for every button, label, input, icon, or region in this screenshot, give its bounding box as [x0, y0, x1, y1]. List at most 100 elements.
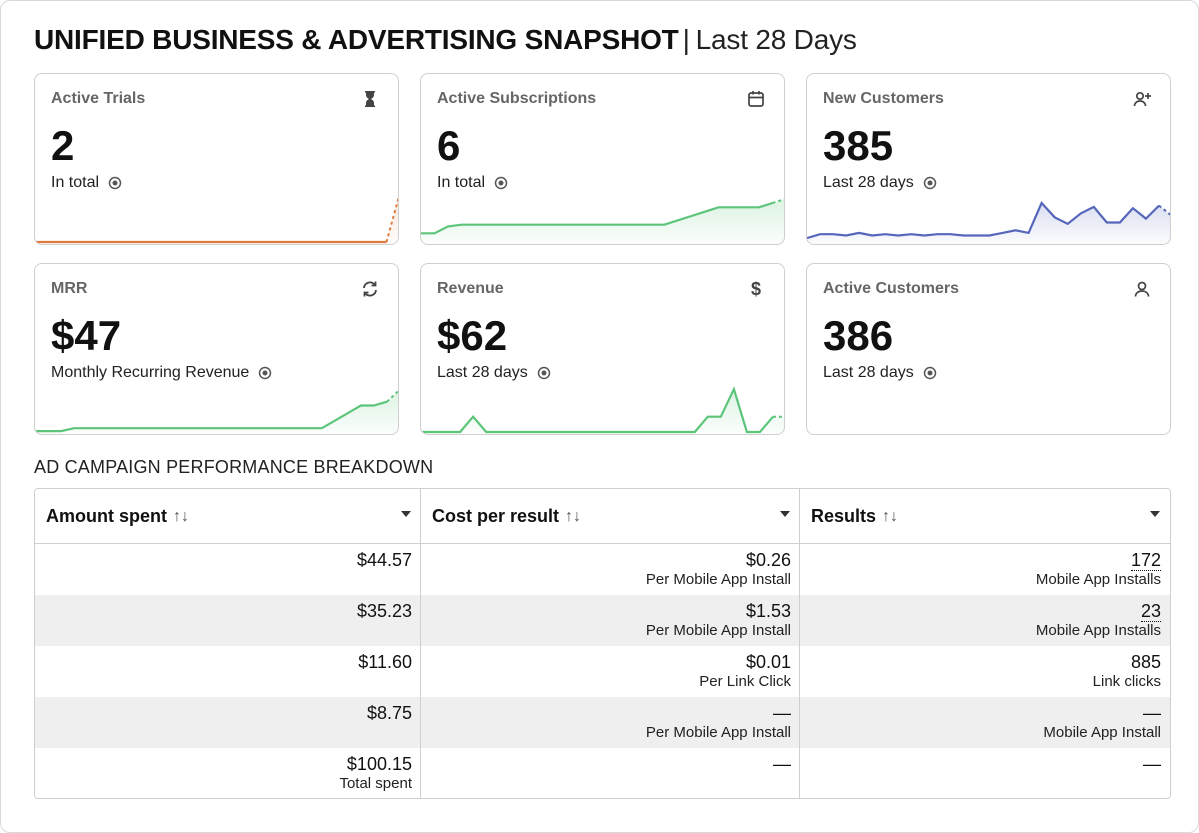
table-header: Amount spent ↑↓ Cost per result ↑↓ Resul… — [35, 489, 1170, 544]
sparkline-area — [35, 199, 398, 244]
column-divider — [799, 489, 800, 798]
cell-subtext: Per Mobile App Install — [645, 724, 791, 741]
info-icon[interactable] — [258, 366, 272, 380]
sparkline-projection — [1158, 204, 1170, 216]
card-new-customers[interactable]: New Customers 385 Last 28 days — [806, 73, 1171, 245]
result-value-link[interactable]: 172 — [1130, 550, 1161, 571]
table-row[interactable]: $100.15 Total spent — — — [35, 748, 1170, 798]
info-icon[interactable] — [923, 366, 937, 380]
table-cell: 172 Mobile App Installs — [800, 544, 1170, 595]
table-row[interactable]: $44.57 $0.26 Per Mobile App Install 172 Mobi… — [35, 544, 1170, 595]
table-cell: $11.60 — [35, 646, 421, 697]
card-revenue[interactable]: Revenue $ $62 Last 28 days — [420, 263, 785, 435]
column-label: Results — [811, 506, 877, 526]
card-value: 386 — [823, 312, 894, 359]
svg-text:$: $ — [751, 279, 761, 299]
card-active-customers[interactable]: Active Customers 386 Last 28 days — [806, 263, 1171, 435]
card-subtitle: Last 28 days — [823, 364, 937, 382]
info-icon[interactable] — [923, 176, 937, 190]
sort-icon[interactable]: ↑↓ — [565, 507, 582, 525]
cell-value: — — [1143, 703, 1161, 723]
cell-subtext: Per Link Click — [699, 673, 791, 690]
cell-value[interactable]: 172 — [800, 549, 1161, 571]
table-cell: — Mobile App Install — [800, 697, 1170, 748]
cell-value: 885 — [1130, 652, 1161, 672]
sort-icon[interactable]: ↑↓ — [882, 507, 899, 525]
column-divider — [420, 489, 421, 798]
result-value-link[interactable]: 23 — [1140, 601, 1161, 622]
cell-value: $1.53 — [745, 601, 791, 621]
cell-subtext: Link clicks — [1092, 673, 1161, 690]
table-cell: — Per Mobile App Install — [421, 697, 800, 748]
page-title: UNIFIED BUSINESS & ADVERTISING SNAPSHOT |… — [34, 23, 857, 57]
table-cell: $8.75 — [35, 697, 421, 748]
sparkline-area — [421, 199, 784, 244]
cell-subtext: Mobile App Install — [1043, 724, 1161, 741]
card-subtitle-text: In total — [437, 174, 486, 191]
card-subtitle: Last 28 days — [823, 174, 937, 192]
card-value: 2 — [51, 122, 75, 169]
user-plus-icon — [1132, 89, 1152, 109]
table-cell: 23 Mobile App Installs — [800, 595, 1170, 646]
card-label: MRR — [51, 280, 88, 297]
card-active-trials[interactable]: Active Trials 2 In total — [34, 73, 399, 245]
page-title-main: UNIFIED BUSINESS & ADVERTISING SNAPSHOT — [34, 24, 679, 55]
column-label: Cost per result — [432, 506, 560, 526]
cell-value: $0.26 — [745, 550, 791, 570]
table-row[interactable]: $8.75— Per Mobile App Install — Mobile App … — [35, 697, 1170, 748]
sparkline-area — [807, 203, 1170, 244]
cell-subtext: Per Mobile App Install — [645, 622, 791, 639]
cell-value: $100.15 — [346, 754, 412, 774]
card-mrr[interactable]: MRR $47 Monthly Recurring Revenue — [34, 263, 399, 435]
sparkline-chart — [35, 196, 398, 244]
section-title: AD CAMPAIGN PERFORMANCE BREAKDOWN — [34, 457, 434, 477]
card-label: Revenue — [437, 280, 504, 297]
info-icon[interactable] — [494, 176, 508, 190]
dropdown-caret-icon[interactable] — [401, 511, 411, 517]
card-value: $62 — [437, 312, 508, 359]
cell-value[interactable]: 23 — [800, 600, 1161, 622]
card-value: 385 — [823, 122, 894, 169]
table-cell: $0.01 Per Link Click — [421, 646, 800, 697]
sort-icon[interactable]: ↑↓ — [173, 507, 189, 525]
card-value: 6 — [437, 122, 461, 169]
info-icon[interactable] — [108, 176, 122, 190]
card-subtitle: Monthly Recurring Revenue — [51, 364, 272, 382]
cell-value: $8.75 — [366, 703, 412, 723]
dollar-icon: $ — [746, 279, 766, 299]
title-separator: | — [682, 24, 690, 55]
card-subtitle-text: Last 28 days — [823, 364, 914, 381]
card-subtitle-text: Last 28 days — [823, 174, 914, 191]
table-row[interactable]: $35.23 $1.53 Per Mobile App Install 23 Mobil… — [35, 595, 1170, 646]
column-header-results[interactable]: Results ↑↓ — [800, 489, 1170, 544]
cell-subtext: Mobile App Installs — [1035, 622, 1161, 639]
title-period: Last 28 Days — [695, 24, 857, 55]
dropdown-caret-icon[interactable] — [1150, 511, 1160, 517]
sparkline-chart — [421, 386, 784, 434]
table-row[interactable]: $11.60 $0.01 Per Link Click 885 Link clicks — [35, 646, 1170, 697]
cell-subtext: Mobile App Installs — [1035, 571, 1161, 588]
table-cell: $0.26 Per Mobile App Install — [421, 544, 800, 595]
cell-value: $35.23 — [356, 601, 412, 621]
sparkline-chart — [807, 201, 1170, 244]
column-label: Amount spent — [46, 506, 167, 526]
table-cell: $35.23 — [35, 595, 421, 646]
card-label: Active Trials — [51, 90, 146, 107]
ad-campaign-table: Amount spent ↑↓ Cost per result ↑↓ Resul… — [34, 488, 1171, 799]
column-header-amount-spent[interactable]: Amount spent ↑↓ — [35, 489, 421, 544]
cell-value: — — [1143, 754, 1161, 774]
table-cell: $1.53 Per Mobile App Install — [421, 595, 800, 646]
cell-value: $0.01 — [745, 652, 791, 672]
table-cell: $100.15 Total spent — [35, 748, 421, 798]
card-value: $47 — [51, 312, 122, 359]
info-icon[interactable] — [537, 366, 551, 380]
dropdown-caret-icon[interactable] — [780, 511, 790, 517]
cell-subtext: Total spent — [339, 775, 412, 792]
table-cell: $44.57 — [35, 544, 421, 595]
column-header-cost-per-result[interactable]: Cost per result ↑↓ — [421, 489, 800, 544]
sparkline-projection — [772, 198, 784, 204]
sparkline-line — [35, 400, 388, 433]
card-subtitle: In total — [437, 174, 508, 192]
card-active-subscriptions[interactable]: Active Subscriptions 6 In total — [420, 73, 785, 245]
cell-value: — — [773, 754, 791, 774]
